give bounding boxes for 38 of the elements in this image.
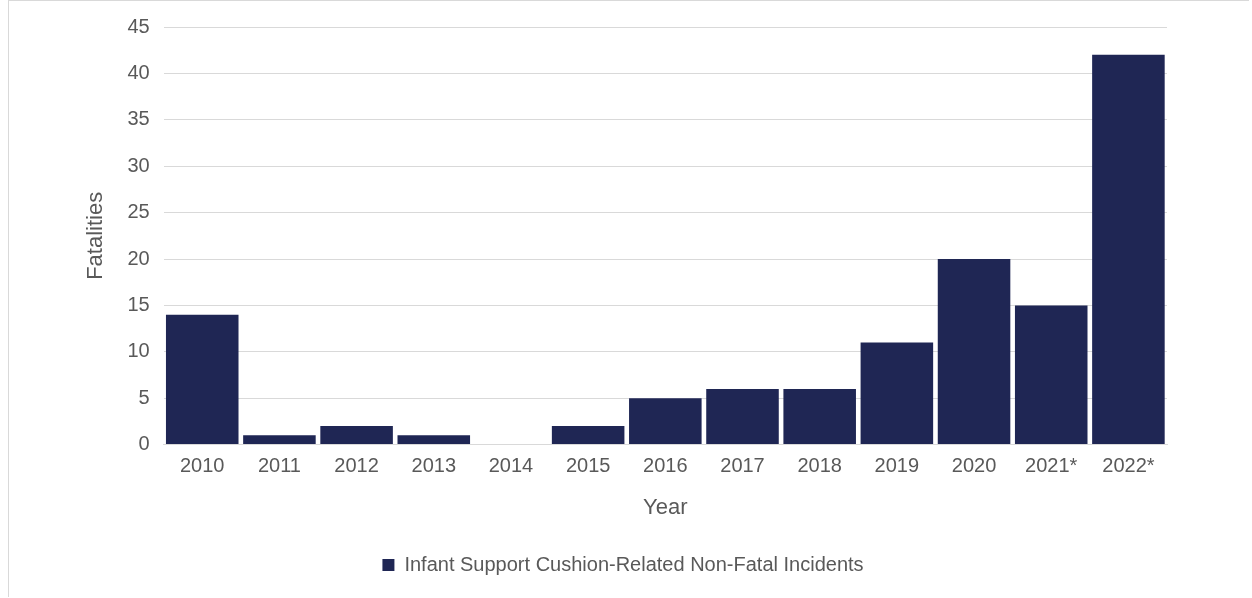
bar — [783, 388, 856, 445]
bar — [629, 398, 702, 445]
x-tick-label: 2014 — [488, 454, 534, 477]
y-tick-label: 20 — [127, 246, 150, 269]
y-tick-label: 30 — [127, 153, 150, 176]
x-tick-label: 2020 — [951, 454, 997, 477]
x-tick-label: 2019 — [874, 454, 920, 477]
x-tick-label: 2011 — [257, 454, 301, 477]
x-tick-label: 2013 — [411, 454, 457, 477]
bar — [397, 435, 471, 445]
y-tick-label: 0 — [138, 432, 150, 455]
x-tick-label: 2010 — [179, 454, 225, 477]
bar — [1014, 305, 1088, 445]
y-tick-label: 5 — [138, 385, 150, 408]
bar — [937, 259, 1011, 445]
bar — [320, 426, 393, 445]
bar — [706, 388, 779, 445]
bar — [243, 435, 316, 445]
x-tick-label: 2016 — [643, 454, 688, 477]
x-axis-title: Year — [643, 493, 688, 519]
bar — [860, 342, 934, 445]
y-tick-label: 10 — [127, 339, 150, 362]
bar — [551, 426, 625, 445]
legend-label: Infant Support Cushion-Related Non-Fatal Incidents — [404, 552, 864, 575]
y-axis-title: Fatalities — [82, 191, 108, 280]
y-tick-label: 45 — [127, 14, 150, 37]
x-tick-label: 2021* — [1025, 454, 1078, 477]
x-tick-label: 2022* — [1102, 454, 1155, 477]
y-tick-label: 35 — [127, 107, 150, 130]
x-tick-label: 2018 — [797, 454, 842, 477]
y-tick-label: 40 — [127, 60, 150, 83]
y-tick-label: 25 — [127, 200, 150, 223]
y-tick-label: 15 — [127, 292, 150, 315]
x-tick-label: 2012 — [334, 454, 379, 477]
x-tick-label: 2015 — [565, 454, 611, 477]
x-tick-label: 2017 — [720, 454, 765, 477]
bar — [165, 314, 239, 445]
bar — [1092, 54, 1165, 445]
